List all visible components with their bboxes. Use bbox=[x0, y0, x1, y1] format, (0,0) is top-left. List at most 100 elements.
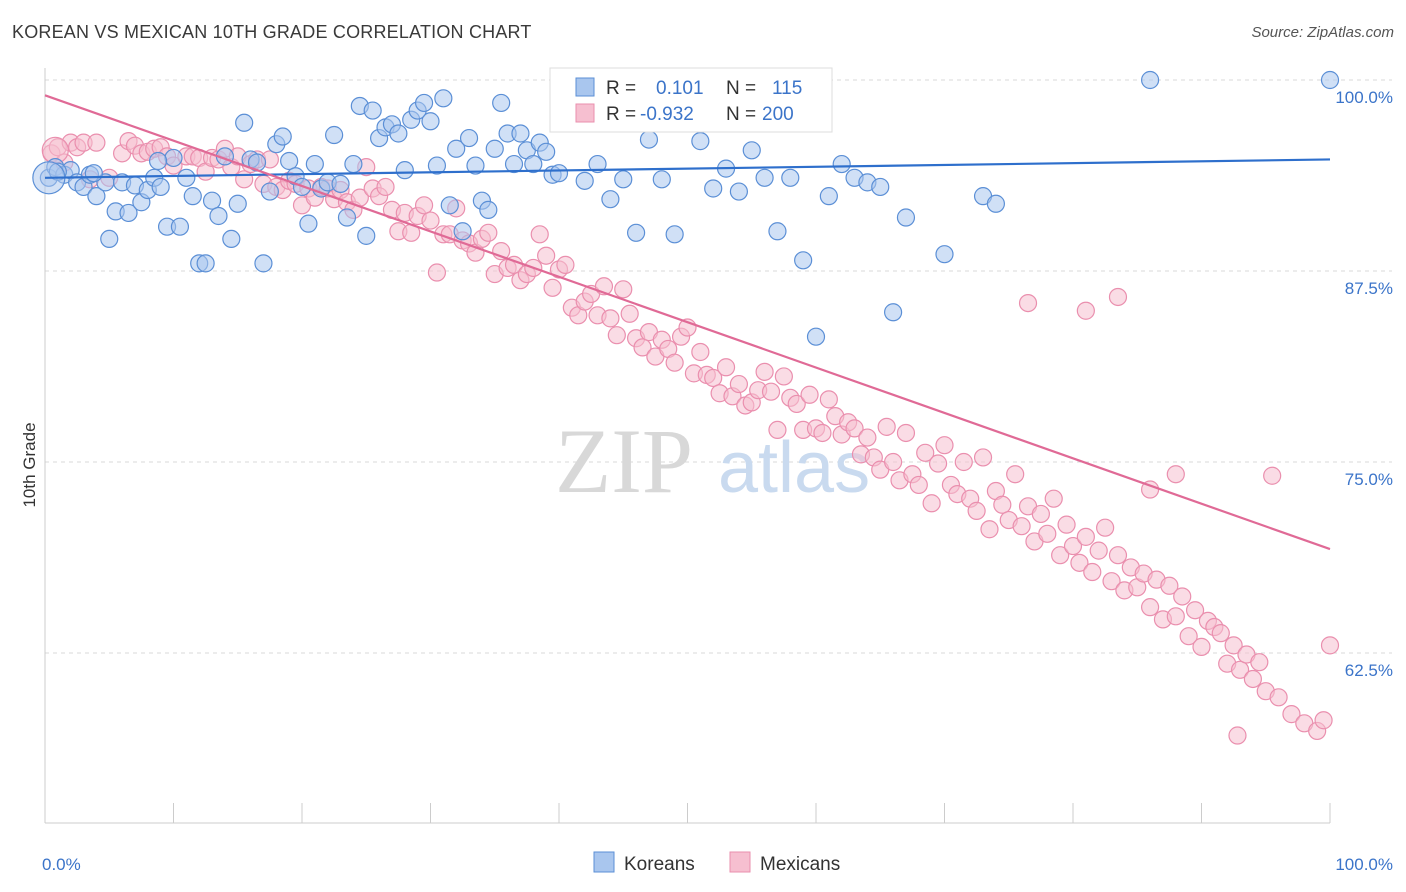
korean-point bbox=[325, 125, 344, 145]
mexican-point bbox=[1018, 293, 1038, 313]
korean-point bbox=[652, 170, 671, 189]
korean-point bbox=[222, 229, 241, 249]
mexican-point bbox=[1185, 601, 1205, 620]
mexican-point bbox=[845, 419, 864, 438]
mexican-point bbox=[1140, 598, 1160, 617]
korean-n-value: 115 bbox=[772, 78, 802, 99]
korean-point bbox=[202, 191, 222, 210]
korean-point bbox=[273, 127, 292, 146]
korean-point bbox=[305, 154, 324, 174]
korean-point bbox=[883, 303, 903, 322]
stats-legend: R = 0.101 N = 115 R = -0.932 N = 200 bbox=[549, 67, 833, 133]
korean-point bbox=[84, 164, 103, 183]
mexican-point bbox=[1320, 636, 1340, 655]
mexican-swatch bbox=[575, 103, 595, 123]
mexican-r-label: R = bbox=[606, 104, 636, 125]
korean-point bbox=[1320, 70, 1340, 90]
series-legend: Koreans Mexicans bbox=[593, 851, 840, 875]
korean-point bbox=[389, 124, 408, 143]
mexican-point bbox=[556, 255, 575, 274]
korean-point bbox=[665, 225, 684, 244]
korean-point bbox=[254, 254, 273, 273]
korean-point bbox=[357, 226, 376, 245]
korean-point bbox=[742, 141, 761, 160]
mexican-point bbox=[768, 420, 787, 440]
korean-point bbox=[183, 187, 202, 206]
korean-point bbox=[626, 223, 646, 242]
x-tick-label: 100.0% bbox=[1335, 855, 1393, 874]
y-axis-title: 10th Grade bbox=[20, 422, 39, 507]
mexican-point bbox=[980, 520, 999, 539]
mexican-point bbox=[414, 196, 434, 215]
mexican-point bbox=[1282, 705, 1301, 724]
korean-point bbox=[148, 151, 168, 171]
korean-point bbox=[832, 154, 851, 174]
mexican-point bbox=[1224, 636, 1243, 655]
mexican-point bbox=[729, 374, 749, 394]
legend-mexicans-swatch bbox=[729, 851, 751, 873]
korean-point bbox=[691, 132, 710, 151]
tick-labels: 100.0% 87.5% 75.0% 62.5% 0.0% 100.0% bbox=[42, 88, 1393, 874]
mexican-point bbox=[967, 501, 986, 520]
korean-point bbox=[280, 151, 299, 171]
mexican-point bbox=[1108, 546, 1128, 565]
korean-point bbox=[434, 89, 453, 108]
mexican-point bbox=[1096, 518, 1115, 537]
mexican-point bbox=[1243, 669, 1263, 689]
mexican-point bbox=[665, 353, 684, 372]
korean-point bbox=[119, 203, 138, 223]
mexican-point bbox=[858, 428, 877, 447]
korean-point bbox=[755, 168, 774, 187]
korean-point bbox=[235, 113, 254, 132]
korean-point bbox=[453, 222, 472, 241]
mexican-point bbox=[1038, 524, 1057, 543]
mexican-point bbox=[973, 448, 993, 467]
mexican-point bbox=[916, 443, 935, 462]
mexican-point bbox=[1269, 688, 1288, 707]
mexican-point bbox=[1070, 553, 1089, 572]
mexican-point bbox=[1089, 541, 1108, 560]
mexican-point bbox=[479, 223, 498, 242]
korean-point bbox=[196, 254, 215, 273]
korean-point bbox=[511, 124, 530, 143]
mexican-point bbox=[633, 338, 652, 357]
mexican-point bbox=[1044, 489, 1063, 508]
source-label: Source: ZipAtlas.com bbox=[1251, 24, 1394, 41]
mexican-point bbox=[1076, 301, 1095, 320]
mexican-point bbox=[1263, 466, 1282, 485]
korean-point bbox=[337, 208, 357, 227]
mexican-point bbox=[1228, 726, 1247, 745]
mexican-point bbox=[1102, 572, 1121, 591]
mexican-point bbox=[935, 436, 954, 455]
mexican-point bbox=[421, 211, 440, 230]
y-tick-label: 62.5% bbox=[1345, 661, 1393, 680]
mexican-point bbox=[376, 177, 395, 197]
korean-point bbox=[344, 154, 363, 174]
korean-point bbox=[299, 214, 318, 233]
mexican-point bbox=[922, 494, 941, 513]
mexican-point bbox=[774, 367, 793, 386]
korean-point bbox=[806, 327, 826, 346]
mexican-point bbox=[601, 309, 620, 328]
mexican-point bbox=[1051, 546, 1070, 565]
korean-point bbox=[177, 168, 196, 187]
mexican-point bbox=[1192, 637, 1211, 656]
korean-point bbox=[794, 251, 813, 270]
korean-point bbox=[395, 161, 414, 180]
korean-point bbox=[459, 128, 479, 148]
korean-point bbox=[781, 168, 800, 187]
korean-point bbox=[164, 148, 183, 168]
korean-point bbox=[228, 194, 247, 213]
legend-koreans-label: Koreans bbox=[624, 854, 695, 875]
mexican-trendline bbox=[44, 94, 1331, 551]
mexican-point bbox=[1166, 607, 1185, 626]
mexican-point bbox=[787, 394, 806, 414]
korean-point bbox=[504, 154, 524, 174]
legend-koreans-swatch bbox=[593, 851, 615, 873]
mexican-point bbox=[1230, 660, 1250, 679]
korean-point bbox=[575, 171, 594, 190]
mexican-point bbox=[1031, 504, 1050, 524]
mexican-point bbox=[620, 304, 639, 323]
korean-point bbox=[151, 177, 170, 197]
mexican-point bbox=[813, 423, 832, 443]
